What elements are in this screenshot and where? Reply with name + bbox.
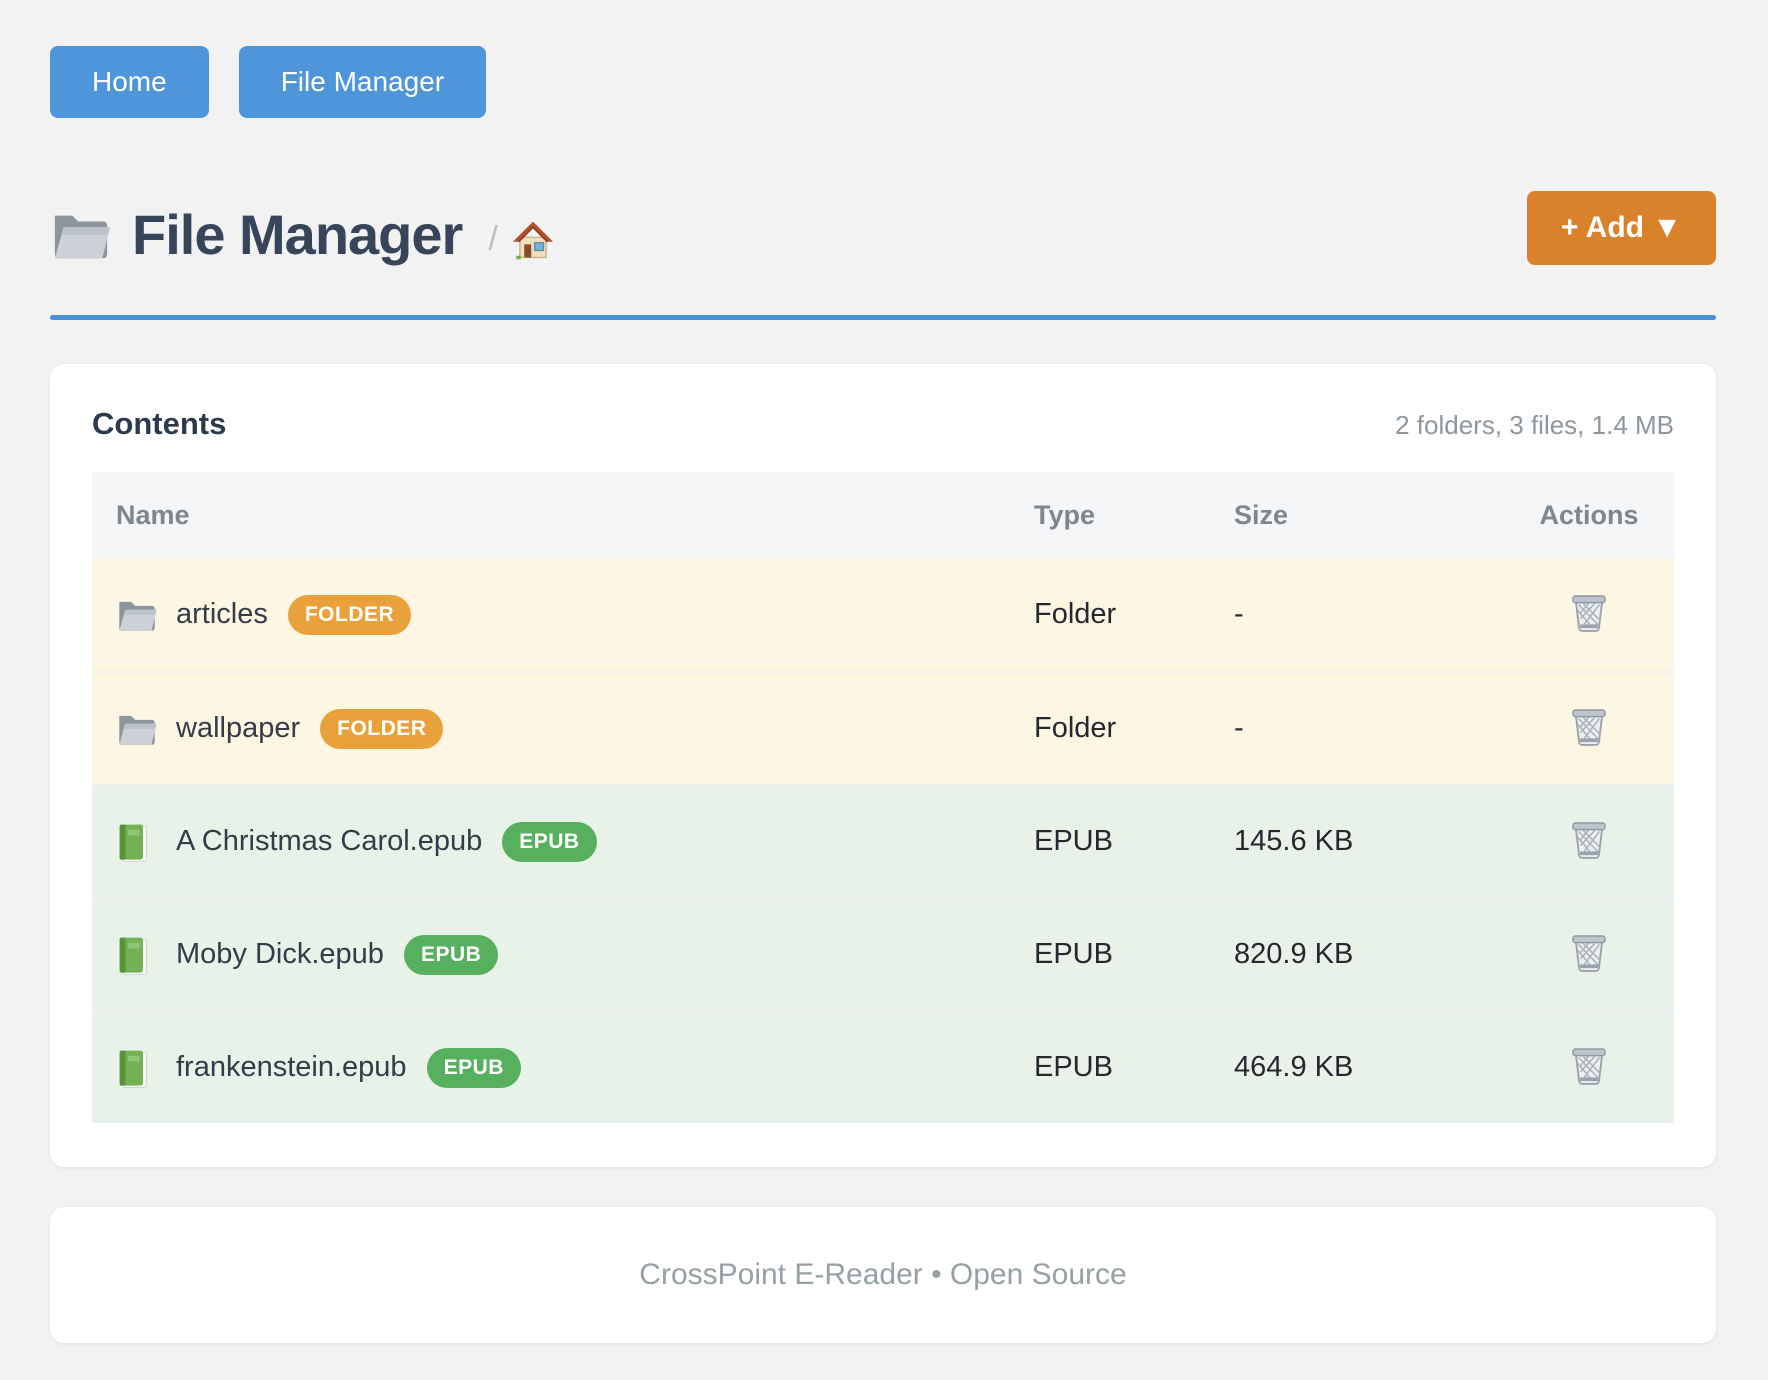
type-badge: EPUB: [426, 1047, 521, 1088]
home-icon[interactable]: [512, 219, 554, 261]
contents-title: Contents: [92, 406, 227, 441]
file-name: articles: [176, 598, 268, 630]
book-icon: [116, 823, 158, 862]
file-actions-cell: [1504, 816, 1674, 867]
trash-icon: [1572, 595, 1606, 636]
folder-icon: [116, 596, 158, 634]
top-nav: Home File Manager: [50, 46, 1716, 118]
type-badge: FOLDER: [320, 708, 444, 749]
file-size-cell: 820.9 KB: [1234, 938, 1354, 970]
column-header-size: Size: [1234, 499, 1289, 530]
trash-icon: [1572, 709, 1606, 750]
table-row: articles FOLDER Folder -: [92, 558, 1674, 671]
file-name: Moby Dick.epub: [176, 938, 384, 970]
contents-card-header: Contents 2 folders, 3 files, 1.4 MB: [92, 406, 1674, 442]
trash-icon: [1572, 935, 1606, 976]
add-button[interactable]: + Add ▼: [1526, 190, 1716, 265]
trash-icon: [1572, 1048, 1606, 1089]
file-name-cell[interactable]: frankenstein.epub EPUB: [92, 1047, 1034, 1088]
file-name-cell[interactable]: Moby Dick.epub EPUB: [92, 934, 1034, 975]
file-type-cell: EPUB: [1034, 1051, 1113, 1083]
footer-text: CrossPoint E-Reader • Open Source: [639, 1258, 1127, 1291]
file-name-cell[interactable]: A Christmas Carol.epub EPUB: [92, 821, 1034, 862]
file-size-cell: -: [1234, 598, 1244, 630]
file-name-cell[interactable]: articles FOLDER: [92, 594, 1034, 635]
file-type-cell: EPUB: [1034, 825, 1113, 857]
contents-summary: 2 folders, 3 files, 1.4 MB: [1395, 410, 1674, 440]
file-type-cell: Folder: [1034, 598, 1117, 630]
type-badge: FOLDER: [287, 594, 412, 635]
file-manager-button[interactable]: File Manager: [238, 46, 487, 118]
footer: CrossPoint E-Reader • Open Source: [50, 1207, 1716, 1343]
file-actions-cell: [1504, 703, 1674, 754]
file-name: A Christmas Carol.epub: [176, 825, 483, 857]
file-type-cell: EPUB: [1034, 938, 1113, 970]
table-row: Moby Dick.epub EPUB EPUB 820.9 KB: [92, 897, 1674, 1010]
file-type-cell: Folder: [1034, 712, 1117, 744]
file-name-cell[interactable]: wallpaper FOLDER: [92, 708, 1034, 749]
page: Home File Manager File Manager /: [50, 46, 1716, 1343]
file-actions-cell: [1504, 1042, 1674, 1093]
column-header-actions: Actions: [1539, 499, 1639, 530]
file-actions-cell: [1504, 929, 1674, 980]
table-row: wallpaper FOLDER Folder -: [92, 671, 1674, 784]
folder-icon: [116, 710, 158, 748]
trash-icon: [1572, 822, 1606, 863]
delete-button[interactable]: [1568, 929, 1610, 980]
file-name: wallpaper: [176, 712, 301, 744]
file-actions-cell: [1504, 589, 1674, 640]
breadcrumb-separator: /: [488, 220, 498, 258]
table-body: articles FOLDER Folder -: [92, 558, 1674, 1123]
book-icon: [116, 1049, 158, 1088]
folder-icon: [50, 207, 112, 263]
column-header-type: Type: [1034, 499, 1096, 530]
header-divider: [50, 315, 1716, 320]
file-size-cell: 464.9 KB: [1234, 1051, 1354, 1083]
table-row: A Christmas Carol.epub EPUB EPUB 145.6 K…: [92, 784, 1674, 897]
contents-card: Contents 2 folders, 3 files, 1.4 MB Name…: [50, 364, 1716, 1167]
delete-button[interactable]: [1568, 1042, 1610, 1093]
delete-button[interactable]: [1568, 589, 1610, 640]
title-group: File Manager /: [50, 202, 554, 267]
table-row: frankenstein.epub EPUB EPUB 464.9 KB: [92, 1010, 1674, 1123]
column-header-name: Name: [116, 499, 190, 530]
book-icon: [116, 936, 158, 975]
delete-button[interactable]: [1568, 703, 1610, 754]
file-name: frankenstein.epub: [176, 1051, 407, 1083]
file-table: Name Type Size Actions: [92, 472, 1674, 1123]
delete-button[interactable]: [1568, 816, 1610, 867]
type-badge: EPUB: [502, 821, 597, 862]
type-badge: EPUB: [403, 934, 499, 975]
breadcrumb: /: [488, 219, 553, 261]
table-header-row: Name Type Size Actions: [92, 472, 1674, 558]
page-header: File Manager / + Add ▼: [50, 190, 1716, 267]
file-size-cell: -: [1234, 712, 1244, 744]
file-size-cell: 145.6 KB: [1234, 825, 1354, 857]
home-button[interactable]: Home: [50, 46, 209, 118]
page-title: File Manager: [132, 203, 463, 266]
